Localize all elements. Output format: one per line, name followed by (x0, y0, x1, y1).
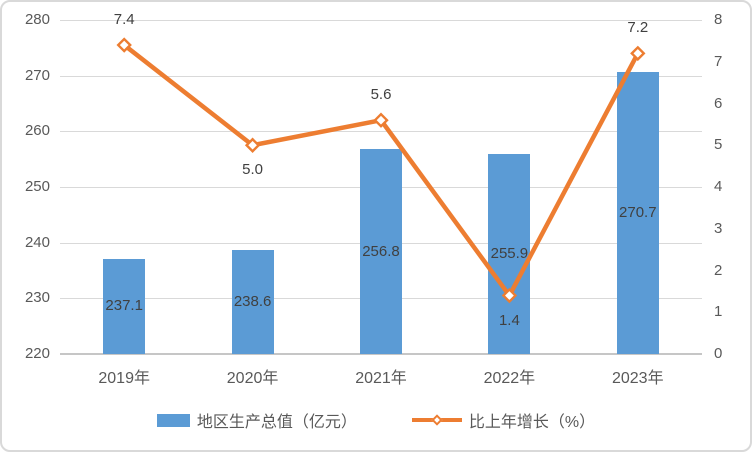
secondary-axis-tick-label: 1 (714, 303, 723, 321)
secondary-axis-tick-label: 5 (714, 136, 723, 154)
x-axis-label: 2023年 (611, 370, 664, 387)
bar-value-label: 238.6 (233, 293, 272, 311)
x-axis-label: 2020年 (226, 370, 279, 387)
line-marker-icon (244, 137, 261, 153)
bar-value-label: 256.8 (362, 242, 400, 260)
gridline (60, 353, 702, 355)
secondary-axis-tick-label: 2 (714, 261, 723, 279)
line-value-label: 7.2 (627, 19, 649, 37)
legend-label-line: 比上年增长（%） (468, 414, 596, 431)
bar-2021年: 256.8 (360, 149, 402, 354)
line-series-swatch-icon (411, 413, 462, 427)
diamond-marker-icon (431, 414, 443, 426)
legend: 地区生产总值（亿元） 比上年增长（%） (2, 408, 750, 432)
legend-item-line: 比上年增长（%） (411, 408, 596, 432)
line-marker-icon (116, 37, 132, 53)
secondary-axis-tick-label: 7 (714, 52, 723, 70)
x-axis-label: 2019年 (98, 370, 150, 387)
secondary-axis-tick-label: 3 (714, 219, 723, 237)
y-axis-tick-label: 280 (24, 11, 50, 28)
plot-area: 237.1 238.6 256.8 255.9 270.7 7.4 5.0 5.6 1.4 7.2 (60, 11, 702, 355)
line-marker-icon (373, 112, 389, 128)
line-value-label: 5.6 (370, 86, 392, 104)
y-axis-tick-label: 220 (24, 345, 50, 362)
line-marker-icon (630, 45, 646, 62)
secondary-axis-tick-label: 8 (714, 11, 723, 28)
gridline (60, 75, 702, 77)
line-value-label: 5.0 (242, 161, 264, 179)
bar-value-label: 270.7 (619, 203, 657, 221)
legend-item-bar: 地区生产总值（亿元） (156, 408, 357, 432)
y-axis-tick-label: 230 (24, 289, 50, 307)
bar-2019年: 237.1 (103, 258, 146, 354)
bar-series-swatch-icon (156, 413, 190, 427)
gridline (60, 20, 702, 21)
y-axis-tick-label: 260 (24, 122, 50, 140)
line-value-label: 7.4 (113, 11, 135, 29)
y-axis-tick-label: 250 (24, 178, 50, 195)
y-axis-tick-label: 270 (24, 66, 50, 84)
secondary-axis-tick-label: 4 (714, 178, 723, 195)
bar-value-label: 255.9 (490, 245, 529, 263)
secondary-axis-tick-label: 6 (714, 94, 723, 112)
bar-2020年: 238.6 (231, 250, 274, 354)
gridline (60, 131, 702, 133)
bar-2023年: 270.7 (616, 71, 659, 354)
bar-value-label: 237.1 (105, 297, 143, 315)
x-axis-label: 2021年 (355, 370, 407, 387)
line-value-label: 1.4 (498, 311, 520, 329)
line-marker-icon (501, 287, 518, 304)
growth-line (122, 43, 640, 298)
growth-line-layer (116, 37, 646, 304)
secondary-axis-tick-label: 0 (714, 345, 723, 362)
legend-label-bar: 地区生产总值（亿元） (196, 414, 357, 431)
y-axis-tick-label: 240 (24, 233, 50, 251)
x-axis-label: 2022年 (483, 370, 536, 387)
bar-2022年: 255.9 (488, 154, 531, 354)
